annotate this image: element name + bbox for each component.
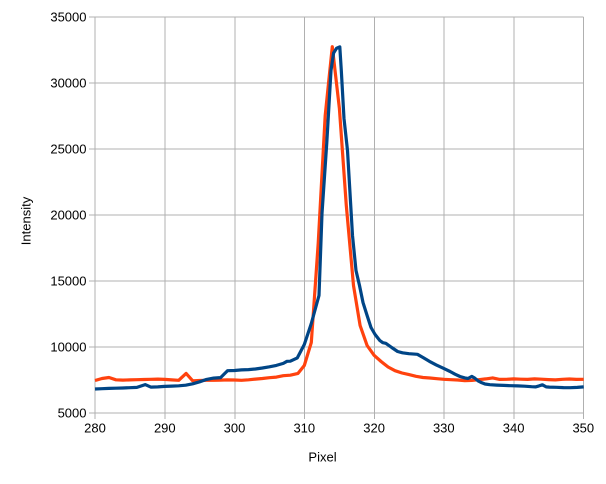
svg-text:300: 300 (224, 421, 246, 436)
svg-text:Pixel: Pixel (308, 450, 336, 465)
svg-text:330: 330 (433, 421, 455, 436)
svg-text:350: 350 (572, 421, 594, 436)
svg-text:280: 280 (84, 421, 106, 436)
svg-text:340: 340 (503, 421, 525, 436)
svg-text:10000: 10000 (50, 340, 86, 355)
svg-text:Intensity: Intensity (19, 196, 34, 245)
svg-text:25000: 25000 (50, 142, 86, 157)
svg-text:15000: 15000 (50, 274, 86, 289)
svg-text:310: 310 (293, 421, 315, 436)
svg-text:320: 320 (363, 421, 385, 436)
svg-text:290: 290 (154, 421, 176, 436)
svg-text:20000: 20000 (50, 208, 86, 223)
svg-text:5000: 5000 (58, 406, 87, 421)
svg-text:30000: 30000 (50, 76, 86, 91)
svg-text:35000: 35000 (50, 10, 86, 25)
